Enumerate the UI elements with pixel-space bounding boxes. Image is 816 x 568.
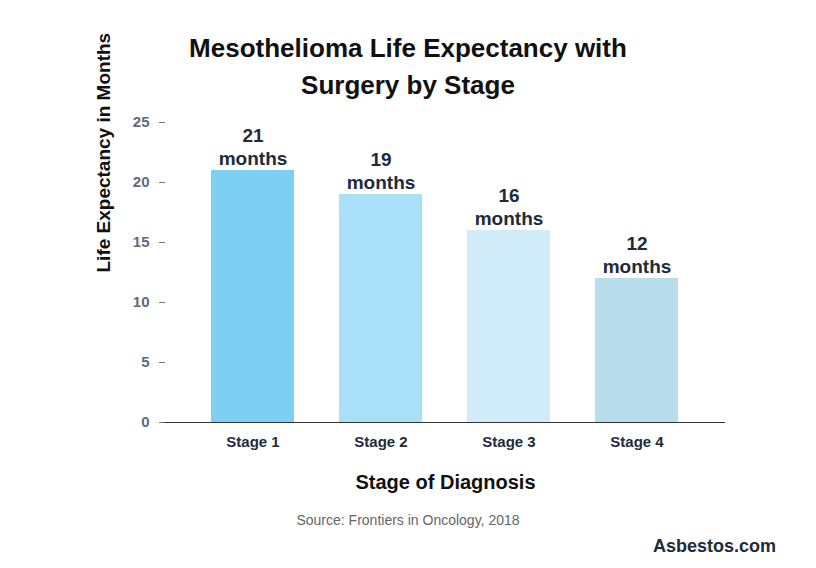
svg-text:Life Expectancy in Months: Life Expectancy in Months: [93, 33, 114, 273]
svg-text:10: 10: [133, 293, 150, 310]
svg-text:20: 20: [133, 173, 150, 190]
svg-text:21months: 21months: [219, 125, 288, 169]
html-text:Source: Frontiers in Oncology,: Source: Frontiers in Oncology, 2018: [296, 512, 520, 528]
svg-text:16months: 16months: [475, 185, 544, 229]
svg-text:19months: 19months: [347, 149, 416, 193]
svg-text:Stage of Diagnosis: Stage of Diagnosis: [355, 471, 535, 493]
svg-text:5: 5: [141, 353, 149, 370]
svg-text:15: 15: [133, 233, 150, 250]
html-text:Asbestos.com: Asbestos.com: [653, 536, 776, 556]
svg-text:Stage 2: Stage 2: [354, 433, 407, 450]
svg-text:Stage 1: Stage 1: [226, 433, 279, 450]
svg-text:0: 0: [141, 413, 149, 430]
svg-text:Stage 4: Stage 4: [610, 433, 664, 450]
svg-text:12months: 12months: [603, 233, 672, 277]
html-text:Mesothelioma Life Expectancy w: Mesothelioma Life Expectancy with Surger…: [189, 33, 627, 100]
svg-text:25: 25: [133, 113, 150, 130]
svg-text:Stage 3: Stage 3: [482, 433, 535, 450]
